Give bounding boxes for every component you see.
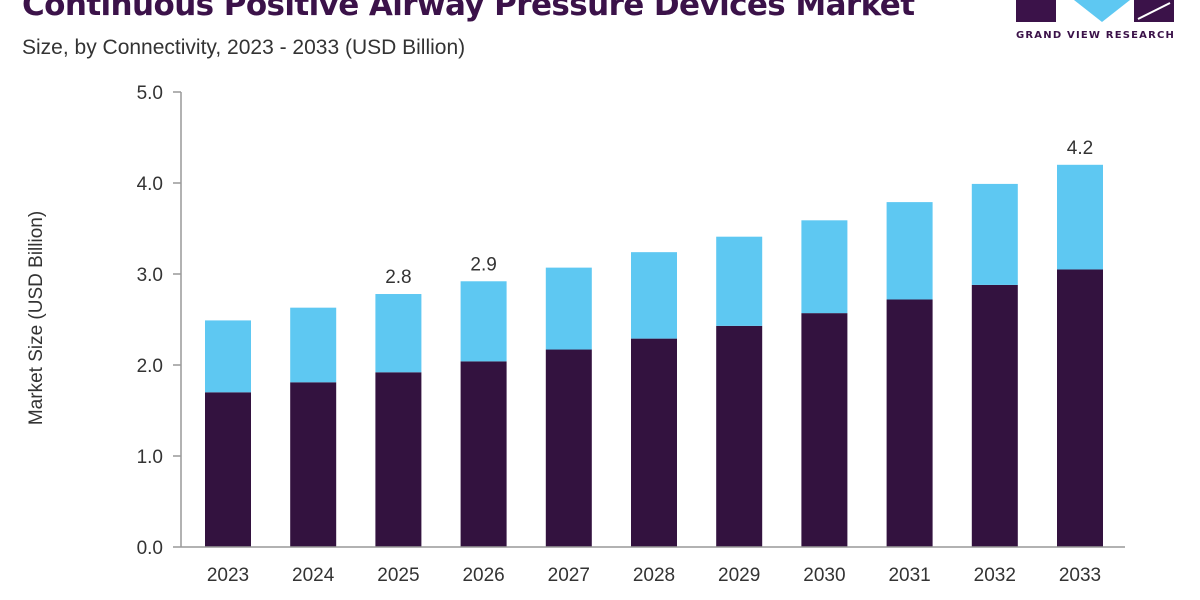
bar-segment-top (460, 281, 507, 362)
bar-segment-bottom (460, 361, 507, 547)
x-tick-label: 2027 (548, 565, 590, 586)
bar-segment-bottom (545, 349, 592, 547)
bar-segment-bottom (1057, 269, 1103, 547)
x-tick-label: 2026 (462, 565, 504, 586)
grand-view-research-logo-icon (1016, 0, 1174, 22)
x-tick-label: 2029 (718, 565, 760, 586)
chart-subtitle: Size, by Connectivity, 2023 - 2033 (USD … (22, 36, 466, 59)
y-axis-title: Market Size (USD Billion) (26, 211, 47, 425)
bar-value-label: 2.9 (470, 254, 496, 275)
x-tick-label: 2025 (377, 565, 419, 586)
x-tick-label: 2030 (803, 565, 845, 586)
bar-segment-bottom (375, 372, 422, 547)
chart-title: Continuous Positive Airway Pressure Devi… (22, 0, 915, 23)
bar-segment-bottom (716, 325, 763, 547)
bar-segment-top (290, 307, 337, 383)
x-tick-label: 2033 (1059, 565, 1101, 586)
x-tick-label: 2024 (292, 565, 335, 586)
y-tick-label: 5.0 (137, 83, 163, 104)
bar-segment-top (545, 267, 592, 350)
y-tick-label: 4.0 (137, 174, 163, 195)
bar-segment-bottom (205, 392, 251, 547)
bar-segment-top (1057, 164, 1103, 270)
bar-segment-bottom (801, 313, 848, 547)
bar-segment-top (716, 236, 763, 326)
bar-segment-top (971, 183, 1018, 285)
bar-segment-bottom (631, 338, 677, 547)
bar-segment-top (631, 252, 677, 339)
bar-segment-bottom (290, 382, 337, 547)
bar-value-label: 4.2 (1067, 138, 1093, 159)
bar-segment-top (886, 202, 933, 300)
x-tick-label: 2032 (974, 565, 1016, 586)
x-tick-label: 2028 (633, 565, 675, 586)
bar-segment-top (801, 220, 848, 314)
y-tick-label: 2.0 (137, 356, 163, 377)
bar-segment-top (205, 320, 251, 393)
bar-segment-bottom (971, 284, 1018, 547)
y-tick-label: 1.0 (137, 447, 163, 468)
bar-segment-top (375, 294, 422, 373)
bar-segment-bottom (886, 299, 933, 547)
x-tick-label: 2031 (888, 565, 930, 586)
y-tick-label: 3.0 (137, 265, 163, 286)
bar-value-label: 2.8 (385, 267, 411, 288)
x-tick-label: 2023 (207, 565, 249, 586)
y-tick-label: 0.0 (137, 538, 163, 559)
logo-text: GRAND VIEW RESEARCH (1016, 30, 1176, 41)
